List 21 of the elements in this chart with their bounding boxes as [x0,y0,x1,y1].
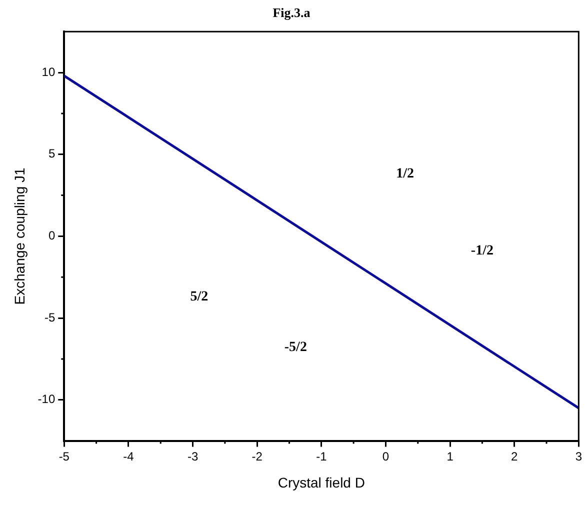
y-tick-label: -10 [38,392,56,406]
x-tick-label: 1 [446,449,454,464]
x-tick-label: -1 [316,449,328,464]
y-tick-label: 10 [42,64,56,79]
x-tick-label: 2 [511,449,518,464]
x-tick-label: -3 [187,449,198,464]
x-tick-label: -2 [252,449,263,464]
x-tick-label: 0 [382,449,390,464]
chart-title: Fig.3.a [272,5,311,20]
annotation: -5/2 [284,340,307,356]
annotation: -1/2 [470,244,494,259]
x-tick-label: -4 [123,449,134,464]
x-tick-label: 3 [575,449,582,464]
y-axis-title: Exchange coupling J1 [11,168,28,305]
y-tick-label: 5 [48,146,56,161]
annotation: 1/2 [396,166,414,182]
x-axis-title: Crystal field D [278,474,365,490]
y-tick-label: 0 [48,228,56,243]
x-tick-label: -5 [58,449,70,464]
y-tick-label: -5 [44,310,56,324]
annotation: 5/2 [190,289,208,304]
